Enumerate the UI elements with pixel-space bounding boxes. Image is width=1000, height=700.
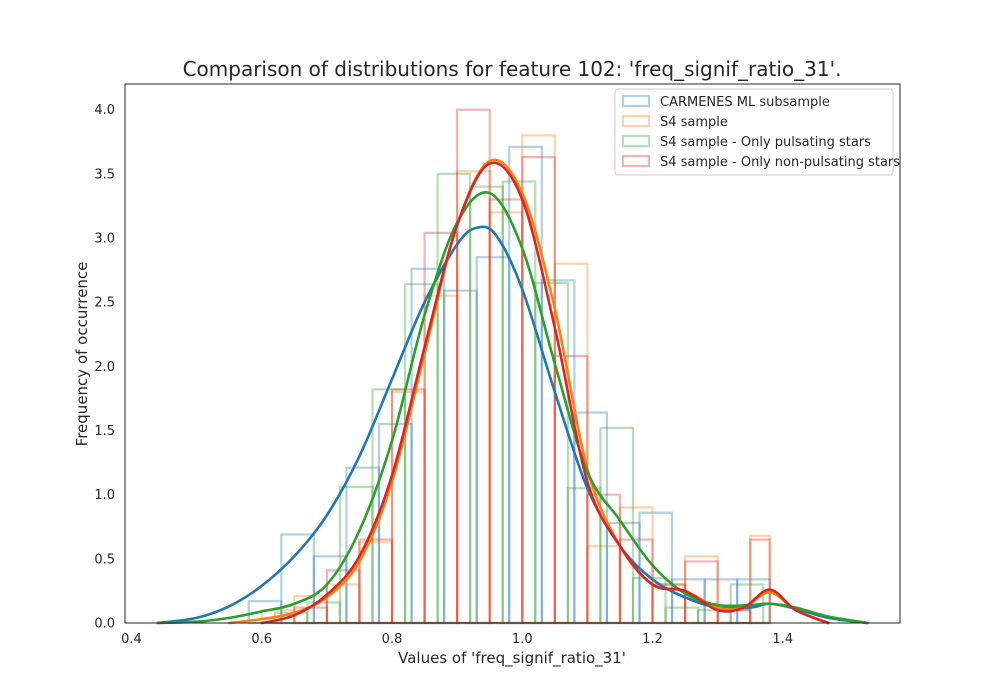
chart-title: Comparison of distributions for feature … — [183, 57, 842, 81]
y-tick-label: 0.5 — [94, 552, 115, 567]
legend-label: S4 sample - Only non-pulsating stars — [660, 155, 900, 170]
hist-bar-series-3 — [488, 198, 524, 625]
y-tick-label: 2.5 — [94, 296, 115, 311]
hist-bar-series-2 — [338, 485, 374, 625]
x-tick-label: 1.2 — [642, 632, 663, 647]
hist-bar-series-1 — [586, 544, 622, 625]
hist-bar-series-3 — [749, 538, 771, 625]
x-axis-label: Values of 'freq_signif_ratio_31' — [398, 649, 626, 668]
y-axis-label: Frequency of occurrence — [73, 262, 91, 447]
x-tick-label: 1.0 — [512, 632, 533, 647]
hist-bar-series-0 — [703, 578, 739, 625]
y-tick-label: 1.0 — [94, 488, 115, 503]
hist-bar-series-0 — [377, 422, 413, 625]
kde-curve-series-1 — [227, 158, 830, 625]
x-tick-label: 0.8 — [382, 632, 403, 647]
hist-bar-series-0 — [443, 289, 478, 625]
x-tick-label: 1.4 — [772, 632, 793, 647]
legend-swatch — [621, 154, 651, 168]
hist-bar-series-0 — [475, 256, 511, 625]
y-tick-label: 3.0 — [94, 232, 115, 247]
hist-bar-series-2 — [664, 606, 700, 625]
x-axis-ticks: 0.4 0.6 0.8 1.0 1.2 1.4 — [121, 632, 793, 647]
legend-label: CARMENES ML subsample — [660, 95, 830, 110]
legend: CARMENES ML subsample S4 sample S4 sample … — [614, 88, 900, 176]
y-tick-label: 1.5 — [94, 424, 115, 439]
hist-bar-series-1 — [683, 555, 719, 625]
hist-bar-series-0 — [605, 521, 641, 625]
y-tick-label: 3.5 — [94, 167, 115, 182]
legend-swatch — [621, 94, 651, 108]
plot-area — [156, 108, 869, 625]
hist-bar-series-2 — [469, 185, 504, 625]
hist-bar-series-1 — [423, 294, 459, 625]
legend-swatch — [621, 114, 651, 128]
plot-frame — [124, 83, 901, 624]
x-tick-label: 0.6 — [251, 632, 272, 647]
y-tick-label: 4.0 — [94, 103, 115, 118]
histograms — [247, 108, 771, 625]
hist-bar-series-0 — [508, 145, 543, 625]
kde-curve-series-3 — [260, 161, 830, 625]
legend-label: S4 sample - Only pulsating stars — [660, 135, 871, 150]
legend-label: S4 sample — [660, 115, 728, 130]
y-axis-ticks: 0.0 0.5 1.0 1.5 2.0 2.5 3.0 3.5 4.0 — [94, 103, 115, 631]
kde-curves — [156, 158, 869, 625]
hist-bar-series-2 — [436, 172, 472, 625]
legend-swatch — [621, 134, 651, 148]
kde-curve-series-0 — [156, 225, 869, 625]
legend-frame — [614, 88, 894, 176]
kde-curve-series-2 — [156, 191, 869, 625]
hist-bar-series-3 — [521, 156, 556, 625]
hist-bar-series-2 — [534, 281, 569, 625]
y-tick-label: 0.0 — [94, 617, 115, 632]
hist-bar-series-2 — [501, 180, 537, 625]
x-tick-label: 0.4 — [121, 632, 142, 647]
y-tick-label: 2.0 — [94, 360, 115, 375]
